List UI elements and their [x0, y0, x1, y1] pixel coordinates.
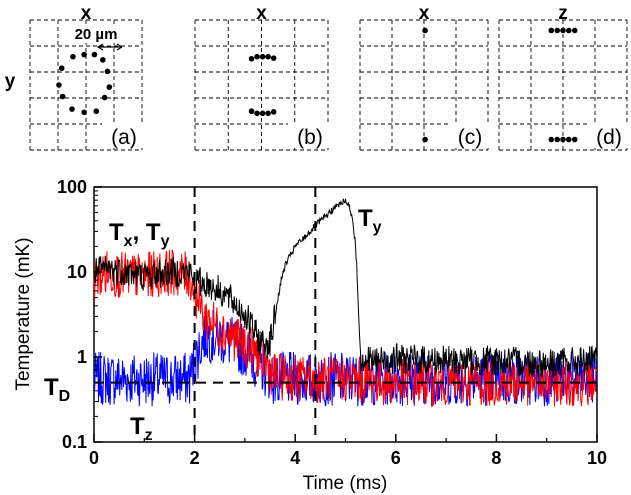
inset-panels: x y (a) 20 µm x (b) x (c) z (d) — [5, 3, 631, 151]
y-tick-label: 10 — [67, 262, 87, 282]
panel-label: (c) — [458, 126, 483, 149]
ion-point — [81, 109, 87, 116]
ion-point — [571, 136, 578, 143]
scale-label-bg — [70, 25, 122, 43]
ion-point — [565, 27, 572, 34]
inset-axis-label: z — [558, 3, 568, 24]
inset-y-label: y — [5, 71, 16, 92]
y-axis-label: Temperature (mK) — [13, 237, 34, 390]
ion-point — [422, 27, 428, 34]
x-tick-label: 10 — [587, 448, 607, 468]
annotation-td: TD — [44, 374, 70, 405]
scale-arrow-right — [116, 43, 123, 51]
ion-point — [554, 27, 561, 34]
inset-axis-label: x — [256, 3, 267, 24]
panel-label: (d) — [596, 126, 622, 149]
panel-label-bg — [288, 122, 332, 148]
ion-point — [565, 136, 572, 143]
panel-label-bg — [448, 122, 492, 148]
annotation-tx-ty: Tx, Ty — [109, 219, 170, 250]
ion-point — [548, 136, 555, 143]
ion-point — [265, 110, 271, 117]
inset-4: z (d) — [498, 3, 631, 151]
scale-arrow-left — [96, 43, 104, 51]
inset-axis-label: x — [81, 3, 92, 24]
ion-point — [70, 53, 76, 60]
y-tick-label: 1 — [77, 347, 87, 367]
series-line-red — [93, 249, 597, 408]
ion-point — [104, 68, 111, 75]
scale-label: 20 µm — [75, 26, 118, 43]
inset-axis-label: x — [419, 3, 430, 24]
ion-point — [248, 55, 255, 62]
y-tick-label: 100 — [57, 177, 87, 197]
temperature-chart: 0 2 4 6 8 10 0.1 1 10 100 Time (ms) Temperature (… — [13, 177, 607, 494]
inset-1: x y (a) 20 µm — [5, 3, 146, 151]
ion-point — [58, 65, 65, 72]
panel-label-bg — [587, 122, 631, 148]
x-tick-label: 4 — [290, 448, 300, 468]
ion-point — [100, 57, 106, 63]
ion-point — [69, 106, 75, 112]
ion-point — [554, 136, 561, 143]
ion-point — [248, 108, 255, 115]
ion-point — [560, 136, 566, 143]
ion-point — [106, 84, 113, 90]
reference-lines — [94, 187, 597, 442]
ion-point — [548, 27, 555, 34]
ion-point — [93, 108, 100, 115]
x-tick-label: 0 — [89, 448, 99, 468]
ion-point — [254, 110, 260, 117]
panel-label-bg — [102, 122, 146, 148]
ion-point — [270, 55, 277, 61]
ion-point — [571, 27, 578, 34]
ion-point — [91, 51, 98, 58]
ion-point — [259, 110, 266, 117]
ion-point — [265, 53, 271, 60]
plot-frame — [93, 186, 598, 443]
axis-layer: 0 2 4 6 8 10 0.1 1 10 100 — [57, 177, 607, 468]
ion-point — [101, 94, 108, 101]
y-tick-label: 0.1 — [62, 432, 87, 452]
ion-point — [56, 82, 62, 88]
ion-point — [254, 53, 260, 60]
x-tick-label: 6 — [391, 448, 401, 468]
annotation-tz: Tz — [130, 413, 153, 444]
series-line-blue — [93, 308, 598, 408]
annotation-ty: Ty — [358, 205, 382, 236]
x-tick-label: 8 — [491, 448, 501, 468]
panel-label: (b) — [297, 126, 323, 149]
ion-point — [259, 53, 266, 60]
series-line-black — [93, 198, 598, 378]
ion-point — [560, 27, 566, 34]
ion-point — [59, 93, 66, 100]
inset-3: x (c) — [359, 3, 492, 151]
series-layer — [93, 198, 598, 408]
inset-2: x (b) — [194, 3, 332, 151]
ion-point — [270, 109, 277, 115]
panel-label: (a) — [111, 126, 137, 149]
ion-point — [81, 51, 87, 58]
x-axis-label: Time (ms) — [303, 473, 388, 494]
ion-point — [422, 136, 428, 143]
x-tick-label: 2 — [190, 448, 200, 468]
